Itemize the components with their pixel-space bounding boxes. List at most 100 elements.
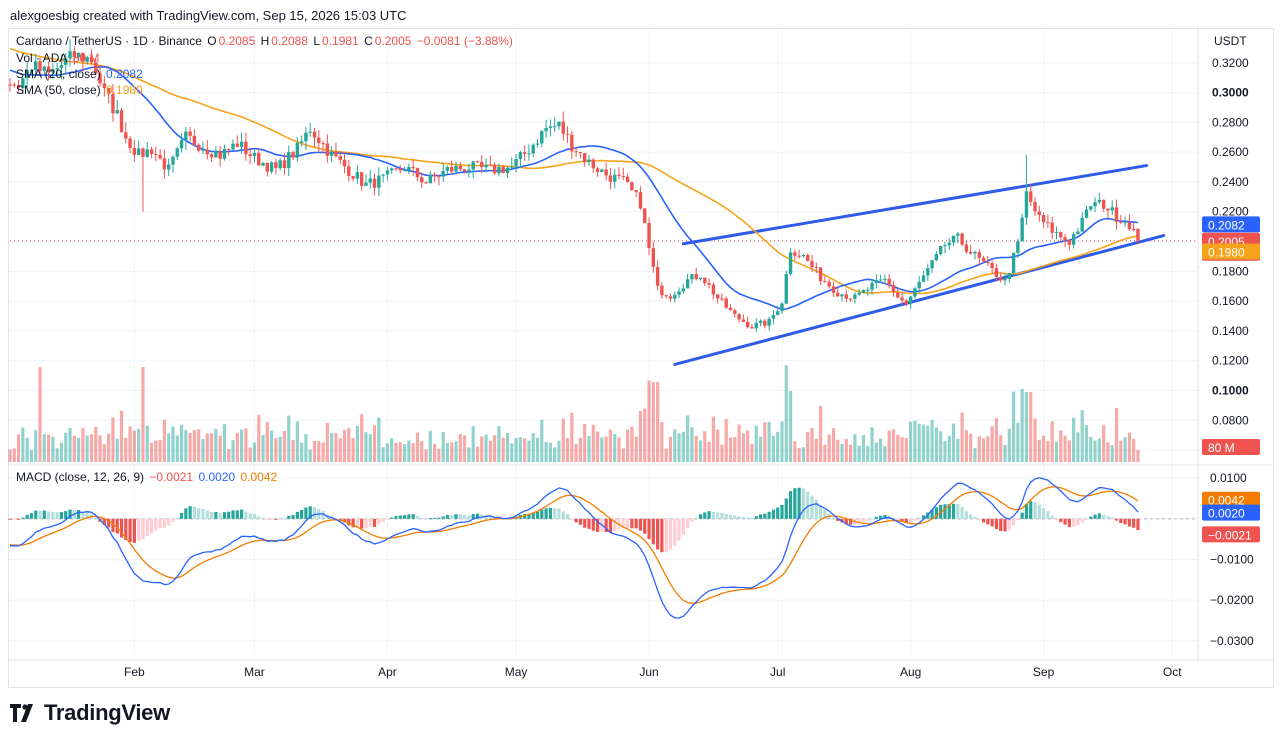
macd-legend[interactable]: MACD (close, 12, 26, 9) −0.0021 0.0020 0… <box>16 470 279 484</box>
candle-body <box>557 121 561 127</box>
candle-body <box>299 141 304 143</box>
candle-body <box>514 158 518 167</box>
macd-histogram-bar <box>1102 514 1106 519</box>
macd-histogram-bar <box>162 518 166 528</box>
macd-histogram-bar <box>167 518 171 526</box>
volume-bar <box>107 433 111 462</box>
volume-bar <box>484 434 488 462</box>
macd-histogram-bar <box>664 518 668 552</box>
macd-histogram-bar <box>68 509 72 519</box>
sma20-label: SMA (20, close) <box>16 67 101 81</box>
candle-body <box>16 84 21 88</box>
volume-value: 80 M <box>72 51 100 65</box>
chart-canvas[interactable]: 0.32000.30000.28000.26000.24000.22000.20… <box>0 0 1280 700</box>
candle-body <box>192 135 197 145</box>
price-tick-label: 0.1000 <box>1212 383 1249 397</box>
macd-histogram-bar <box>287 515 291 519</box>
month-tick-label: Mar <box>244 665 265 679</box>
volume-bar <box>1136 450 1140 462</box>
macd-histogram-bar <box>823 509 827 519</box>
volume-bar <box>1067 440 1071 462</box>
macd-histogram-bar <box>34 510 38 519</box>
macd-histogram-bar <box>454 514 458 519</box>
macd-histogram-bar <box>1007 518 1011 531</box>
volume-bar <box>175 435 179 462</box>
candle-body <box>124 132 128 139</box>
macd-histogram-bar <box>407 514 411 519</box>
volume-bar <box>883 446 887 462</box>
macd-histogram-bar <box>1024 503 1029 519</box>
candle-body <box>51 69 55 73</box>
volume-bar <box>355 425 359 462</box>
candle-body <box>355 172 360 179</box>
candle-body <box>947 242 951 246</box>
volume-bar <box>68 427 72 462</box>
candle-body <box>364 182 368 186</box>
macd-histogram-bar <box>1063 518 1067 525</box>
candle-body <box>715 294 720 299</box>
candle-body <box>904 300 909 305</box>
volume-bar <box>98 435 102 462</box>
candle-body <box>278 160 282 169</box>
sma50-legend[interactable]: SMA (50, close) 0.1980 <box>16 83 145 97</box>
ohlc-legend: Cardano / TetherUS · 1D · Binance O 0.208… <box>16 34 515 48</box>
candle-body <box>793 252 797 256</box>
volume-bar <box>300 442 304 462</box>
candle-body <box>625 176 630 183</box>
volume-legend[interactable]: Vol · ADA 80 M <box>16 51 101 65</box>
volume-bar <box>523 438 527 462</box>
macd-histogram-bar <box>1084 518 1089 520</box>
sma20-legend[interactable]: SMA (20, close) 0.2082 <box>16 67 145 81</box>
volume-bar <box>1050 421 1054 462</box>
volume-bar <box>201 438 205 462</box>
macd-histogram-bar <box>565 514 570 519</box>
candle-body <box>737 313 741 320</box>
volume-bar <box>758 436 763 462</box>
candle-body <box>887 278 891 286</box>
macd-histogram-bar <box>1093 514 1097 519</box>
macd-histogram-bar <box>544 508 548 519</box>
macd-histogram-bar <box>690 518 694 522</box>
macd-histogram-bar <box>613 518 617 532</box>
price-tick-label: 0.3000 <box>1212 86 1249 100</box>
macd-histogram-bar <box>179 512 184 519</box>
macd-histogram-bar <box>85 512 89 519</box>
macd-histogram-bar <box>913 518 917 521</box>
volume-bar <box>209 433 214 462</box>
volume-bar <box>347 427 351 462</box>
volume-bar <box>312 441 317 462</box>
candle-body <box>866 289 870 291</box>
candle-body <box>823 281 827 283</box>
macd-histogram-bar <box>1046 511 1050 519</box>
candle-body <box>462 169 467 172</box>
macd-histogram-bar <box>595 518 600 532</box>
macd-histogram-bar <box>797 487 801 519</box>
candle-body <box>570 134 574 152</box>
candle-body <box>359 172 364 186</box>
candle-body <box>248 154 252 157</box>
macd-histogram-bar <box>402 515 407 519</box>
volume-bar <box>16 434 21 462</box>
candle-body <box>458 165 463 170</box>
macd-histogram-bar <box>261 517 265 519</box>
candle-body <box>999 277 1003 281</box>
tradingview-logo-icon <box>10 704 33 722</box>
tradingview-logo[interactable]: TradingView <box>10 700 170 726</box>
macd-histogram-bar <box>969 514 973 519</box>
candle-body <box>780 303 784 312</box>
macd-histogram-bar <box>244 511 248 519</box>
volume-tag-text: 80 M <box>1208 441 1235 455</box>
candle-body <box>883 278 887 280</box>
candle-body <box>707 282 711 285</box>
volume-bar <box>1024 392 1029 462</box>
macd-histogram-bar <box>1067 518 1071 528</box>
candle-body <box>664 295 668 297</box>
candle-body <box>561 121 565 134</box>
macd-histogram-bar <box>1132 518 1136 528</box>
candle-body <box>784 274 788 304</box>
volume-bar <box>1003 444 1007 462</box>
macd-histogram-bar <box>703 512 707 519</box>
volume-bar <box>780 421 784 462</box>
symbol-name[interactable]: Cardano / TetherUS · 1D · Binance <box>16 34 202 48</box>
macd-histogram-bar <box>184 508 188 519</box>
